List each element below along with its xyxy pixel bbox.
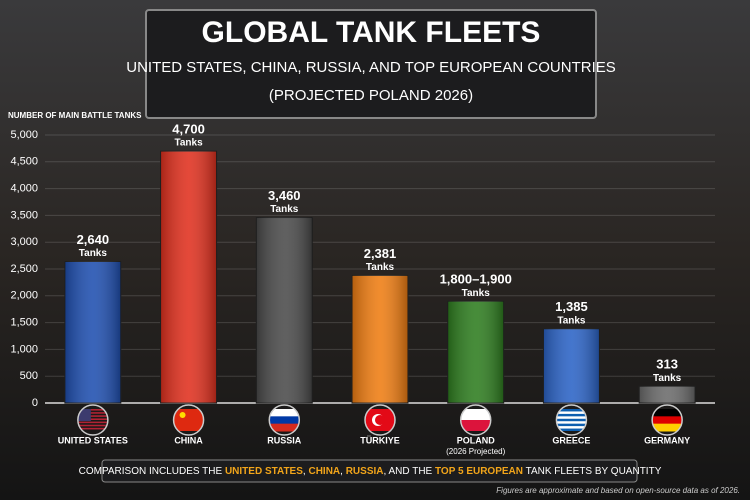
flag-canton xyxy=(77,409,91,421)
flag-stripe xyxy=(269,416,300,425)
y-tick-label: 4,000 xyxy=(10,183,38,195)
flag xyxy=(365,409,395,431)
value-label: 1,800–1,900 xyxy=(440,272,512,287)
bar-shine xyxy=(160,151,217,403)
footer-part: CHINA xyxy=(308,466,340,477)
x-tick-label: GERMANY xyxy=(644,435,690,445)
value-unit: Tanks xyxy=(366,262,395,273)
footer-part: TANK FLEETS BY QUANTITY xyxy=(523,466,662,477)
y-tick-label: 1,000 xyxy=(10,343,38,355)
flag-ring xyxy=(459,404,492,436)
y-tick-label: 1,500 xyxy=(10,317,38,329)
flag-stripe xyxy=(77,409,108,411)
footer-part: , xyxy=(340,466,346,477)
value-unit: Tanks xyxy=(653,373,682,384)
x-tick-label: RUSSIA xyxy=(267,435,302,445)
flag-ring xyxy=(172,404,205,436)
flag xyxy=(652,409,683,432)
bar-shine xyxy=(543,328,600,403)
flag xyxy=(173,409,204,431)
y-tick-label: 500 xyxy=(20,370,38,382)
y-tick-label: 3,500 xyxy=(10,209,38,221)
bar-shine xyxy=(352,275,408,403)
value-label: 2,381 xyxy=(364,246,397,261)
y-axis-label: NUMBER OF MAIN BATTLE TANKS xyxy=(8,111,142,120)
source-note: Figures are approximate and based on ope… xyxy=(496,486,740,495)
x-tick-label: CHINA xyxy=(174,435,203,445)
y-tick-label: 0 xyxy=(32,397,38,409)
flag xyxy=(77,409,108,430)
footer-part: TOP 5 EUROPEAN xyxy=(435,466,523,477)
bar-shine xyxy=(64,261,121,403)
title-box xyxy=(145,9,597,119)
y-tick-label: 2,000 xyxy=(10,290,38,302)
flag-stripe xyxy=(460,409,491,420)
flag-ring xyxy=(555,404,588,436)
flag-stripe xyxy=(269,423,300,432)
y-tick-label: 5,000 xyxy=(10,129,38,141)
flag-stripe xyxy=(77,415,108,417)
value-unit: Tanks xyxy=(79,248,108,259)
bar-shine xyxy=(639,386,696,403)
value-label: 2,640 xyxy=(77,232,110,247)
flag-stripe xyxy=(556,426,587,429)
flag-stripe xyxy=(652,416,683,425)
chart-subtitle: (PROJECTED POLAND 2026) xyxy=(269,87,473,104)
flag-stripe xyxy=(269,409,300,417)
flag-field xyxy=(173,409,204,431)
flag-stripe xyxy=(652,409,683,417)
flag-field xyxy=(556,409,587,431)
footer-part: RUSSIA xyxy=(346,466,384,477)
flag xyxy=(460,409,491,431)
bar-shine xyxy=(256,217,313,403)
flag xyxy=(556,409,587,431)
category-note: (2026 Projected) xyxy=(446,447,505,456)
value-unit: Tanks xyxy=(462,288,491,299)
y-tick-label: 3,000 xyxy=(10,236,38,248)
value-unit: Tanks xyxy=(270,204,299,215)
x-tick-label: UNITED STATES xyxy=(58,435,128,445)
flag-ring xyxy=(651,404,683,436)
flag-stripe xyxy=(77,427,108,430)
flag-star xyxy=(179,412,186,418)
flag-stripe xyxy=(556,416,587,419)
flag-ring xyxy=(77,404,109,436)
flag-ring xyxy=(364,404,396,436)
footer: COMPARISON INCLUDES THE UNITED STATES, C… xyxy=(79,466,662,477)
flag-moon-cut xyxy=(375,415,385,425)
flag-stripe xyxy=(77,418,108,420)
chart-subtitle: UNITED STATES, CHINA, RUSSIA, AND TOP EU… xyxy=(126,59,616,76)
footer-part: COMPARISON INCLUDES THE xyxy=(79,466,225,477)
flag-ring xyxy=(268,404,301,436)
y-tick-label: 2,500 xyxy=(10,263,38,275)
footer-box xyxy=(101,459,638,483)
flag-stripe xyxy=(460,420,491,431)
flag-stripe xyxy=(556,411,587,414)
value-label: 1,385 xyxy=(555,299,588,314)
value-unit: Tanks xyxy=(557,315,586,326)
flag-stripe xyxy=(77,421,108,424)
chart-title: GLOBAL TANK FLEETS xyxy=(202,16,541,49)
bar-shine xyxy=(447,301,504,403)
flag-stripe xyxy=(652,423,683,432)
footer-part: UNITED STATES xyxy=(225,466,303,477)
value-unit: Tanks xyxy=(174,138,203,149)
x-tick-label: GREECE xyxy=(552,435,590,445)
value-label: 3,460 xyxy=(268,188,301,203)
footer-part: , AND THE xyxy=(384,466,436,477)
value-label: 4,700 xyxy=(172,122,205,137)
x-tick-label: POLAND xyxy=(457,435,496,445)
flag-stripe xyxy=(77,412,108,414)
footer-part: , xyxy=(303,466,309,477)
x-tick-label: TÜRKIYE xyxy=(360,435,400,445)
y-tick-label: 4,500 xyxy=(10,156,38,168)
value-label: 313 xyxy=(656,357,678,372)
flag-stripe xyxy=(77,424,108,427)
flag xyxy=(269,409,300,432)
flag-stripe xyxy=(556,421,587,424)
